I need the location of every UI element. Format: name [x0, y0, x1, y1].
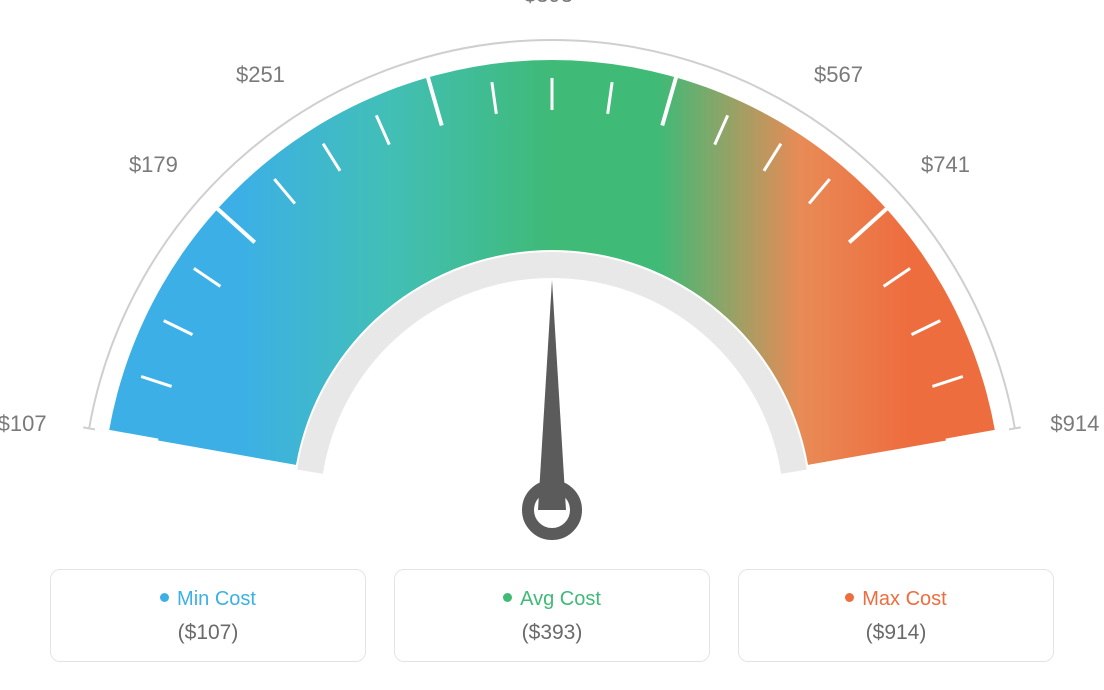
- legend-max-value: ($914): [739, 621, 1053, 645]
- legend-avg-title: Avg Cost: [395, 588, 709, 611]
- legend-avg-label: Avg Cost: [520, 588, 601, 610]
- gauge-tick-label: $251: [236, 62, 285, 88]
- legend-card-avg: Avg Cost ($393): [394, 569, 710, 662]
- gauge-tick-label: $741: [921, 152, 970, 178]
- gauge-tick-label: $567: [814, 62, 863, 88]
- legend-avg-dot-icon: [503, 593, 512, 602]
- gauge-tick-label: $393: [524, 0, 573, 8]
- legend-card-max: Max Cost ($914): [738, 569, 1054, 662]
- legend-max-label: Max Cost: [862, 588, 946, 610]
- legend-min-label: Min Cost: [177, 588, 256, 610]
- legend-card-min: Min Cost ($107): [50, 569, 366, 662]
- gauge-chart: [0, 0, 1104, 560]
- cost-gauge-container: $107 $179 $251 $393 $567 $741 $914 Min Cost ($…: [0, 0, 1104, 690]
- gauge-tick-label: $914: [1050, 411, 1099, 437]
- legend-max-title: Max Cost: [739, 588, 1053, 611]
- legend-avg-value: ($393): [395, 621, 709, 645]
- gauge-tick-label: $179: [129, 152, 178, 178]
- legend-min-dot-icon: [160, 593, 169, 602]
- legend-min-value: ($107): [51, 621, 365, 645]
- legend-row: Min Cost ($107) Avg Cost ($393) Max Cost…: [50, 569, 1054, 662]
- gauge-tick-label: $107: [0, 411, 47, 437]
- legend-max-dot-icon: [845, 593, 854, 602]
- legend-min-title: Min Cost: [51, 588, 365, 611]
